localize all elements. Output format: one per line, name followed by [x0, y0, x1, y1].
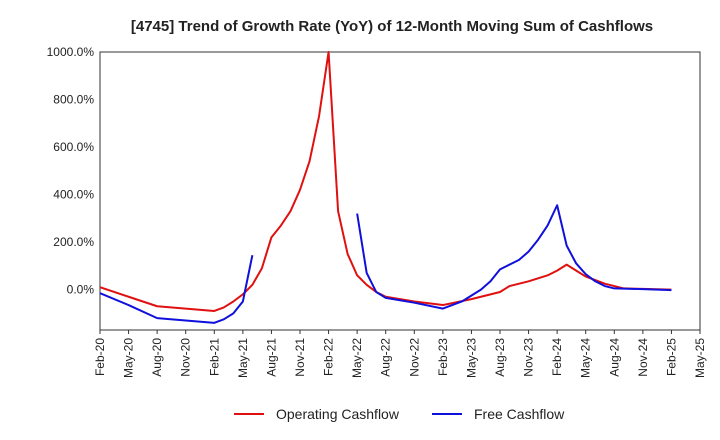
y-tick-label: 200.0% — [53, 235, 94, 249]
x-axis: Feb-20 May-20 Aug-20 Nov-20 Feb-21 May-21 Aug-… — [93, 330, 707, 378]
legend: Operating Cashflow Free Cashflow — [234, 406, 565, 422]
series-line-operating-cashflow — [100, 51, 672, 312]
x-tick-label: Feb-20 — [93, 338, 107, 376]
x-tick-label: Aug-22 — [379, 338, 393, 377]
x-tick-label: May-21 — [236, 338, 250, 378]
series-line-free-cashflow — [100, 204, 672, 324]
y-tick-label: 600.0% — [53, 140, 94, 154]
x-tick-label: May-22 — [350, 338, 364, 378]
x-tick-label: Aug-23 — [493, 338, 507, 377]
legend-label: Free Cashflow — [474, 406, 565, 422]
x-tick-label: Nov-22 — [407, 338, 421, 377]
x-tick-label: Aug-24 — [607, 338, 621, 377]
x-tick-label: Feb-25 — [664, 338, 678, 376]
series-layer — [100, 51, 672, 324]
x-tick-label: Nov-23 — [522, 338, 536, 377]
x-tick-label: Nov-24 — [636, 338, 650, 377]
x-tick-label: May-25 — [693, 338, 707, 378]
plot-border — [99, 51, 701, 331]
x-tick-label: Feb-24 — [550, 338, 564, 376]
legend-label: Operating Cashflow — [276, 406, 400, 422]
chart-title: [4745] Trend of Growth Rate (YoY) of 12-… — [131, 18, 653, 35]
y-tick-label: 0.0% — [67, 283, 95, 297]
x-tick-label: May-20 — [122, 338, 136, 378]
x-tick-label: Feb-21 — [207, 338, 221, 376]
x-tick-label: Nov-21 — [293, 338, 307, 377]
y-axis: 0.0% 200.0% 400.0% 600.0% 800.0% 1000.0% — [47, 45, 95, 297]
x-tick-label: Feb-22 — [322, 338, 336, 376]
x-tick-label: Aug-20 — [150, 338, 164, 377]
y-tick-label: 400.0% — [53, 188, 94, 202]
y-tick-label: 1000.0% — [47, 45, 95, 59]
x-tick-label: May-24 — [579, 338, 593, 378]
x-tick-label: Feb-23 — [436, 338, 450, 376]
x-tick-label: Aug-21 — [264, 338, 278, 377]
y-tick-label: 800.0% — [53, 93, 94, 107]
x-tick-label: May-23 — [464, 338, 478, 378]
x-tick-label: Nov-20 — [179, 338, 193, 377]
